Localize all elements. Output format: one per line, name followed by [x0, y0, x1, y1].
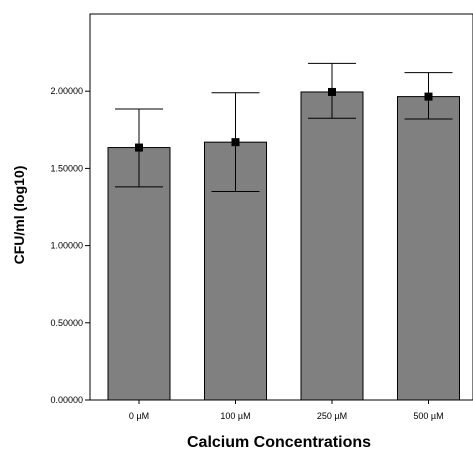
x-axis-tick-labels: 0 µM 100 µM 250 µM 500 µM [129, 400, 444, 421]
y-tick-label: 0.00000 [50, 395, 83, 405]
mean-marker [135, 143, 143, 152]
bar [107, 147, 171, 401]
mean-marker [231, 138, 240, 147]
y-tick-label: 2.00000 [50, 86, 83, 96]
y-axis-ticks: 0.00000 0.50000 1.00000 1.50000 2.00000 [50, 86, 90, 405]
bars [107, 62, 460, 401]
x-tick-label: 0 µM [129, 411, 149, 421]
mean-marker [328, 87, 336, 96]
x-axis-title: Calcium Concentrations [187, 434, 371, 451]
y-tick-label: 1.50000 [50, 163, 83, 173]
y-axis-title: CFU/ml (log10) [11, 166, 27, 265]
y-tick-label: 1.00000 [50, 241, 83, 251]
x-tick-label: 500 µM [413, 411, 443, 421]
bar [300, 91, 364, 401]
bar [397, 96, 460, 401]
mean-marker [424, 92, 433, 101]
x-tick-label: 250 µM [317, 411, 347, 421]
y-tick-label: 0.50000 [50, 318, 83, 328]
x-tick-label: 100 µM [220, 411, 250, 421]
